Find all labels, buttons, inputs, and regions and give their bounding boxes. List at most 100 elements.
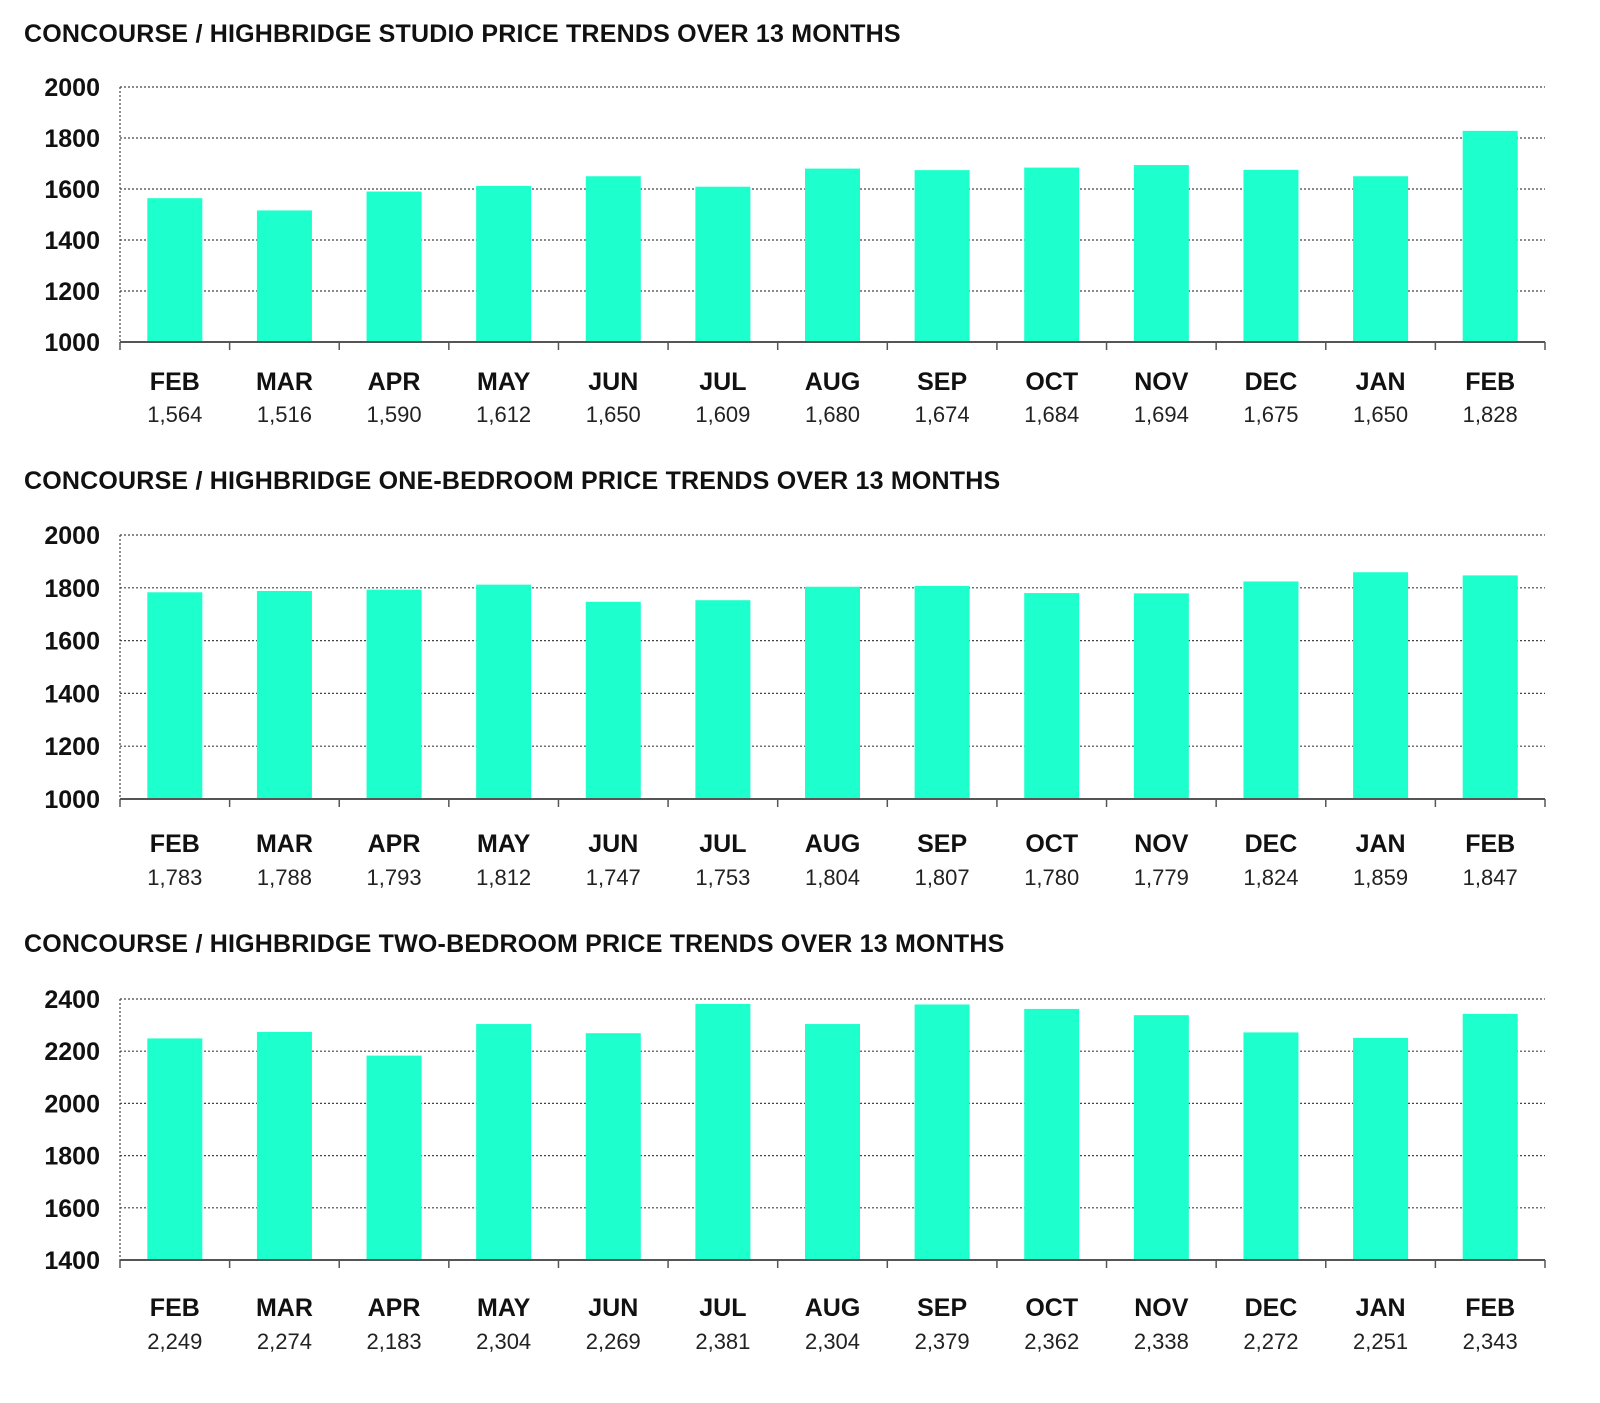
bar-chart-one-bedroom: 2000 1800 1600 1400 1200 1000 FEB 1,783 MAR 1,788…: [44, 522, 1546, 890]
value-label: 2,338: [1134, 1329, 1189, 1354]
bar-sep-7: [914, 170, 970, 342]
value-label: 1,609: [695, 402, 750, 427]
value-label: 1,793: [367, 865, 422, 890]
bar-jul-5: [695, 186, 751, 342]
value-label: 1,694: [1134, 402, 1189, 427]
bar-may-3: [476, 1024, 532, 1260]
month-label: MAY: [477, 830, 531, 858]
y-tick-label: 1800: [44, 125, 100, 153]
y-tick-label: 1800: [44, 1143, 100, 1171]
value-label: 1,516: [257, 402, 312, 427]
bar-oct-8: [1024, 593, 1080, 799]
month-label: AUG: [805, 1294, 861, 1322]
value-label: 2,343: [1463, 1329, 1518, 1354]
bar-apr-2: [366, 191, 422, 342]
month-label: NOV: [1134, 1294, 1189, 1322]
bar-mar-1: [256, 210, 312, 342]
value-label: 2,269: [586, 1329, 641, 1354]
bar-mar-1: [256, 1031, 312, 1260]
month-label: AUG: [805, 830, 861, 858]
bar-feb-12: [1462, 1013, 1518, 1260]
bar-may-3: [476, 185, 532, 342]
value-label: 1,747: [586, 865, 641, 890]
month-label: SEP: [917, 368, 967, 396]
bar-jun-4: [585, 1033, 641, 1260]
month-label: FEB: [150, 830, 200, 858]
y-tick-label: 2000: [44, 1090, 100, 1118]
month-label: NOV: [1134, 830, 1189, 858]
bar-dec-10: [1243, 169, 1299, 342]
value-label: 1,590: [367, 402, 422, 427]
value-label: 1,564: [147, 402, 202, 427]
bar-jun-4: [585, 601, 641, 799]
bar-feb-12: [1462, 575, 1518, 799]
month-label: APR: [368, 830, 421, 858]
month-label: FEB: [1465, 830, 1515, 858]
value-label: 2,274: [257, 1329, 312, 1354]
bar-jan-11: [1353, 1037, 1409, 1260]
value-label: 1,650: [586, 402, 641, 427]
month-label: DEC: [1245, 368, 1298, 396]
value-label: 1,859: [1353, 865, 1408, 890]
value-label: 2,304: [476, 1329, 531, 1354]
bar-dec-10: [1243, 1032, 1299, 1260]
bar-oct-8: [1024, 1008, 1080, 1260]
month-label: MAY: [477, 368, 531, 396]
value-label: 1,780: [1024, 865, 1079, 890]
y-tick-label: 2200: [44, 1038, 100, 1066]
bar-apr-2: [366, 589, 422, 799]
y-tick-label: 1600: [44, 1195, 100, 1223]
bar-aug-6: [805, 586, 860, 799]
month-label: JAN: [1356, 830, 1406, 858]
bar-sep-7: [914, 1004, 970, 1260]
y-tick-label: 1200: [44, 733, 100, 761]
value-label: 2,249: [147, 1329, 202, 1354]
bar-jan-11: [1353, 572, 1409, 799]
month-label: MAR: [256, 1294, 313, 1322]
value-label: 1,753: [695, 865, 750, 890]
value-label: 1,804: [805, 865, 860, 890]
value-label: 1,675: [1243, 402, 1298, 427]
bar-jan-11: [1353, 176, 1409, 342]
value-label: 2,272: [1243, 1329, 1298, 1354]
bar-feb-0: [147, 592, 203, 799]
y-tick-label: 1200: [44, 278, 100, 306]
month-label: DEC: [1245, 1294, 1298, 1322]
month-label: JUL: [699, 368, 746, 396]
month-label: JUN: [588, 830, 638, 858]
y-tick-label: 2000: [44, 74, 100, 102]
bar-aug-6: [805, 1024, 860, 1260]
value-label: 1,847: [1463, 865, 1518, 890]
bar-oct-8: [1024, 167, 1080, 342]
month-label: SEP: [917, 830, 967, 858]
y-tick-label: 1600: [44, 628, 100, 656]
y-tick-label: 1800: [44, 575, 100, 603]
value-label: 1,783: [147, 865, 202, 890]
value-label: 2,251: [1353, 1329, 1408, 1354]
month-label: JAN: [1356, 1294, 1406, 1322]
value-label: 1,824: [1243, 865, 1298, 890]
bar-feb-0: [147, 1038, 203, 1260]
value-label: 1,674: [915, 402, 970, 427]
bar-jul-5: [695, 1003, 751, 1260]
value-label: 2,379: [915, 1329, 970, 1354]
bar-nov-9: [1133, 1015, 1189, 1260]
value-label: 1,680: [805, 402, 860, 427]
y-tick-label: 1000: [44, 786, 100, 814]
value-label: 1,828: [1463, 402, 1518, 427]
month-label: OCT: [1025, 830, 1078, 858]
bar-aug-6: [805, 168, 860, 342]
bar-nov-9: [1133, 593, 1189, 799]
value-label: 2,304: [805, 1329, 860, 1354]
value-label: 1,684: [1024, 402, 1079, 427]
bar-feb-12: [1462, 130, 1518, 342]
value-label: 1,779: [1134, 865, 1189, 890]
value-label: 2,183: [367, 1329, 422, 1354]
month-label: MAR: [256, 368, 313, 396]
bar-chart-studio: 2000 1800 1600 1400 1200 1000 FEB 1,564 MAR 1,516…: [44, 74, 1546, 427]
month-label: FEB: [1465, 1294, 1515, 1322]
value-label: 1,788: [257, 865, 312, 890]
month-label: JUN: [588, 368, 638, 396]
bar-jun-4: [585, 176, 641, 342]
month-label: APR: [368, 1294, 421, 1322]
